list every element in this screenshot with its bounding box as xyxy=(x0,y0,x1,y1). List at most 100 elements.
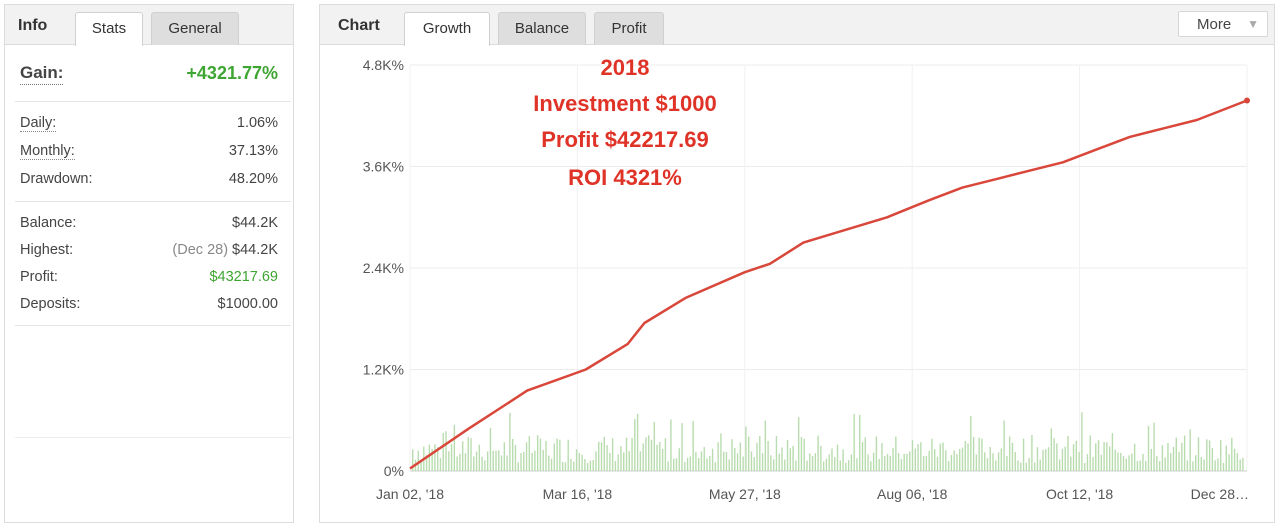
daily-bar xyxy=(584,459,586,471)
daily-bar xyxy=(1061,448,1064,471)
daily-bar xyxy=(623,452,625,471)
daily-bar xyxy=(825,458,828,471)
daily-bar xyxy=(778,453,780,471)
daily-bar xyxy=(911,440,914,471)
daily-bar xyxy=(1133,443,1136,471)
x-tick-label: Mar 16, '18 xyxy=(543,486,613,502)
daily-bar xyxy=(1211,448,1214,471)
daily-bar xyxy=(445,431,447,471)
divider xyxy=(15,201,291,202)
daily-bar xyxy=(678,448,680,471)
drawdown-row: Drawdown: 48.20% xyxy=(20,171,278,193)
daily-bar xyxy=(886,453,889,471)
more-dropdown[interactable]: More ▼ xyxy=(1178,11,1268,37)
info-tabbar: Info Stats General xyxy=(5,5,293,46)
daily-bar xyxy=(436,447,439,471)
daily-bar xyxy=(609,452,611,471)
daily-bar xyxy=(492,450,494,471)
daily-label[interactable]: Daily: xyxy=(20,115,57,132)
daily-bar xyxy=(1136,461,1139,471)
info-panel: Info Stats General Gain: +4321.77% Daily… xyxy=(4,4,294,523)
chart-panel-title: Chart xyxy=(338,17,380,34)
daily-bar xyxy=(745,426,747,471)
highest-value: $44.2K xyxy=(232,242,278,258)
daily-bar xyxy=(1145,460,1147,471)
daily-bar xyxy=(1097,440,1100,471)
daily-bar xyxy=(514,445,517,471)
daily-bar xyxy=(1220,440,1222,471)
profit-label: Profit: xyxy=(20,269,58,285)
daily-bar xyxy=(545,440,547,471)
daily-bar xyxy=(878,458,880,471)
daily-bar xyxy=(1175,437,1177,471)
growth-line-path xyxy=(409,99,1248,470)
daily-bar xyxy=(611,438,614,471)
daily-bar xyxy=(1064,446,1066,471)
daily-bar xyxy=(631,437,633,471)
daily-bar xyxy=(989,446,991,471)
gain-label[interactable]: Gain: xyxy=(20,63,64,85)
daily-bar xyxy=(972,436,975,471)
daily-bar xyxy=(1208,440,1211,471)
daily-bar xyxy=(1014,451,1016,471)
tab-general[interactable]: General xyxy=(151,12,239,45)
daily-bar xyxy=(1150,448,1152,471)
daily-bar xyxy=(922,455,925,471)
daily-bar xyxy=(1103,441,1105,471)
daily-bar xyxy=(836,444,839,471)
daily-bar xyxy=(567,439,569,471)
daily-bar xyxy=(636,413,639,471)
daily-bar xyxy=(770,455,772,471)
daily-bar xyxy=(692,421,694,471)
daily-bar xyxy=(795,460,797,471)
daily-bar xyxy=(1089,435,1091,471)
profit-row: Profit: $43217.69 xyxy=(20,269,278,291)
daily-bar xyxy=(822,461,825,471)
tab-profit[interactable]: Profit xyxy=(594,12,664,45)
daily-bar xyxy=(1164,457,1166,471)
daily-bar xyxy=(864,437,866,471)
daily-bar xyxy=(1239,459,1241,471)
daily-bar xyxy=(967,443,969,471)
daily-bar xyxy=(536,435,539,471)
daily-bar xyxy=(617,454,619,471)
daily-bar xyxy=(820,445,822,471)
daily-bar xyxy=(881,443,883,471)
daily-bar xyxy=(1022,438,1025,471)
daily-bar xyxy=(464,453,467,471)
daily-bar xyxy=(1036,447,1039,471)
daily-bar xyxy=(503,442,506,471)
daily-bar xyxy=(520,452,522,471)
daily-bar xyxy=(1242,457,1244,471)
daily-bar xyxy=(450,444,453,471)
info-panel-title: Info xyxy=(18,17,48,34)
daily-bar xyxy=(809,453,811,471)
daily-bars xyxy=(412,412,1244,471)
profit-value: $43217.69 xyxy=(209,269,278,285)
daily-bar xyxy=(892,448,894,471)
daily-bar xyxy=(722,451,725,471)
daily-bar xyxy=(575,449,578,471)
daily-bar xyxy=(1045,449,1047,471)
tab-stats[interactable]: Stats xyxy=(75,12,143,46)
daily-bar xyxy=(1072,444,1075,471)
overlay-year: 2018 xyxy=(600,55,650,80)
y-tick-label: 2.4K% xyxy=(363,260,404,276)
daily-bar xyxy=(456,456,458,471)
daily-bar xyxy=(586,462,589,471)
daily-bar xyxy=(756,442,758,471)
daily-bar xyxy=(934,449,936,471)
daily-bar xyxy=(461,441,464,471)
monthly-label[interactable]: Monthly: xyxy=(20,143,75,160)
daily-bar xyxy=(947,461,950,471)
daily-bar xyxy=(570,458,572,471)
tab-growth[interactable]: Growth xyxy=(404,12,490,46)
daily-bar xyxy=(1203,459,1205,471)
daily-bar xyxy=(903,453,905,471)
y-tick-label: 1.2K% xyxy=(363,362,404,378)
tab-balance[interactable]: Balance xyxy=(498,12,586,45)
daily-bar xyxy=(681,423,683,471)
daily-bar xyxy=(603,436,605,471)
divider xyxy=(15,325,291,326)
daily-bar xyxy=(731,439,733,471)
